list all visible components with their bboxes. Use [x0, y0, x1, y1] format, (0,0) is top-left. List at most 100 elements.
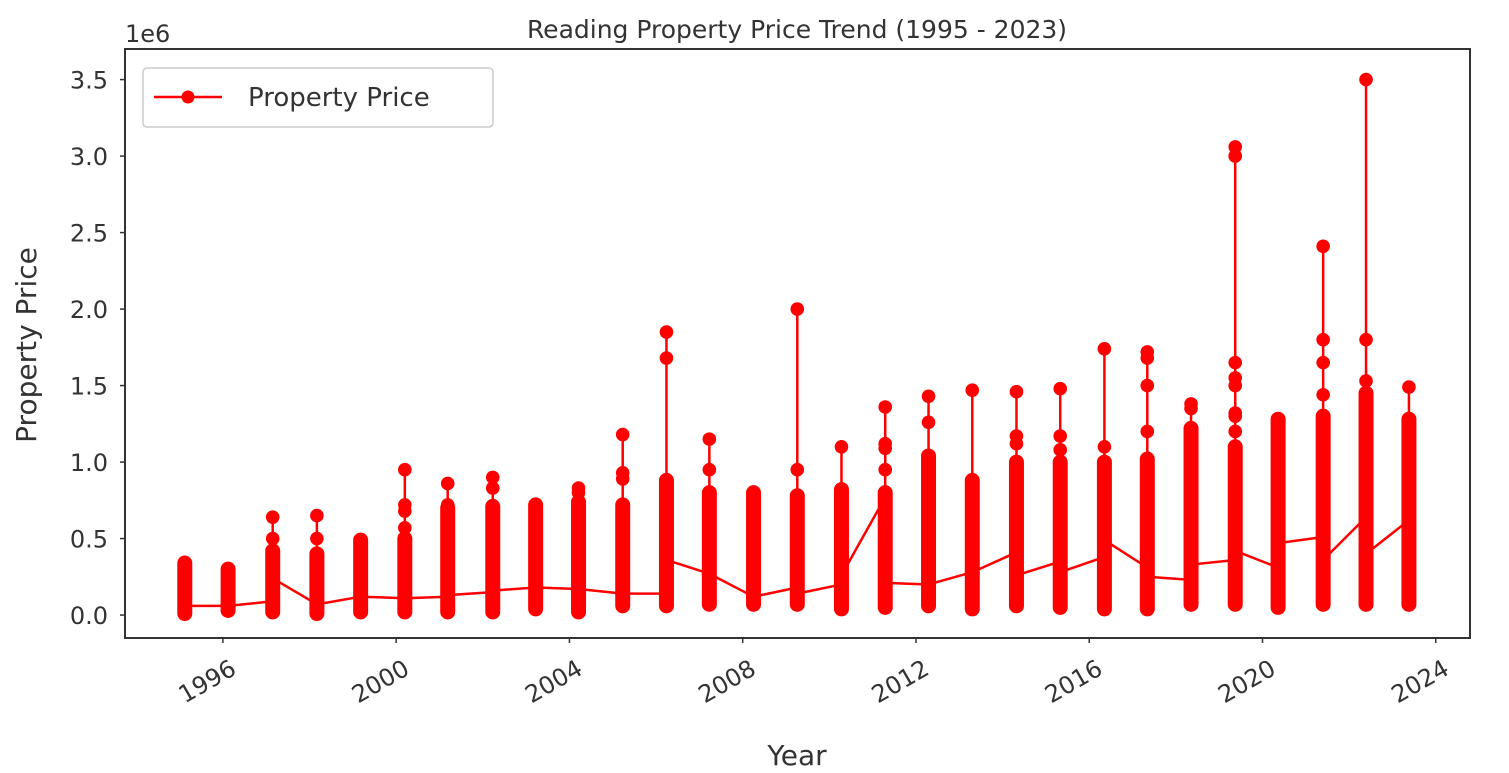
year-cluster [615, 427, 631, 614]
y-axis: 0.0 0.5 1.0 1.5 2.0 2.5 3.0 3.5 [70, 67, 125, 630]
y-axis-label: Property Price [10, 247, 43, 443]
year-cluster [1270, 411, 1286, 615]
cluster-dense-markers [220, 561, 236, 618]
year-cluster [1139, 345, 1155, 617]
data-point [485, 470, 500, 485]
year-cluster [440, 476, 456, 620]
year-cluster [1008, 384, 1024, 614]
data-point [615, 427, 630, 442]
data-point [702, 432, 717, 446]
data-point [440, 498, 455, 512]
data-point [702, 462, 717, 477]
year-cluster [353, 532, 369, 620]
cluster-dense-markers [1008, 454, 1024, 614]
x-tick-label: 2016 [1040, 654, 1107, 709]
data-point [878, 462, 893, 477]
cluster-dense-markers [353, 532, 369, 620]
data-point [440, 476, 455, 491]
cluster-dense-markers [921, 448, 937, 614]
cluster-dense-markers [397, 531, 413, 620]
year-cluster [1315, 239, 1331, 612]
x-tick-label: 1996 [174, 654, 241, 709]
x-tick-label: 2008 [694, 654, 761, 709]
data-point [1097, 342, 1112, 356]
year-cluster [1401, 380, 1417, 612]
data-point [571, 481, 586, 495]
data-point [1140, 424, 1155, 439]
data-point [921, 415, 936, 430]
y-tick-label: 1.5 [70, 373, 108, 401]
data-point [659, 325, 674, 339]
x-tick-label: 2004 [520, 654, 587, 709]
data-point [659, 351, 674, 365]
year-cluster [485, 470, 501, 620]
legend-marker-icon [181, 90, 195, 104]
cluster-dense-markers [658, 472, 674, 614]
cluster-dense-markers [964, 472, 980, 617]
cluster-dense-markers [615, 497, 631, 614]
cluster-dense-markers [440, 500, 456, 620]
y-tick-label: 1.0 [70, 449, 108, 477]
data-point [1359, 332, 1373, 347]
x-axis: 1996 2000 2004 2008 2012 2016 2020 2024 [174, 638, 1454, 709]
year-cluster [309, 508, 325, 622]
data-point [834, 439, 849, 454]
cluster-dense-markers [177, 555, 193, 622]
data-point [398, 498, 412, 512]
data-point [1316, 387, 1330, 402]
year-cluster [746, 485, 762, 612]
plot-area [177, 72, 1417, 622]
data-point [1359, 72, 1373, 87]
data-point [1228, 406, 1243, 420]
data-point [878, 436, 893, 451]
data-point [790, 462, 805, 477]
year-cluster [1183, 397, 1199, 612]
axes-frame [124, 48, 1471, 639]
data-point [1228, 140, 1243, 154]
data-point [265, 510, 280, 524]
year-cluster [528, 497, 544, 617]
year-cluster [789, 302, 805, 612]
cluster-dense-markers [1270, 411, 1286, 615]
data-point [1359, 374, 1373, 388]
year-cluster [1096, 342, 1112, 617]
data-point [1140, 378, 1155, 393]
cluster-dense-markers [1052, 454, 1068, 615]
data-point [398, 462, 412, 477]
data-point [1009, 384, 1024, 399]
cluster-dense-markers [877, 485, 893, 615]
legend: Property Price [142, 67, 494, 128]
cluster-dense-markers [701, 485, 717, 612]
cluster-dense-markers [309, 546, 325, 622]
data-point [310, 508, 324, 523]
x-tick-label: 2000 [347, 654, 414, 709]
data-point [1053, 443, 1068, 457]
year-cluster [220, 561, 236, 618]
data-point [1228, 424, 1243, 439]
x-tick-label: 2020 [1213, 654, 1280, 709]
y-tick-label: 0.0 [70, 602, 108, 630]
cluster-dense-markers [746, 485, 762, 612]
cluster-dense-markers [833, 482, 849, 617]
legend-label: Property Price [248, 83, 430, 113]
cluster-dense-markers [265, 543, 281, 620]
data-point [1316, 355, 1330, 370]
year-cluster [701, 432, 717, 612]
cluster-dense-markers [1358, 385, 1374, 612]
year-cluster [833, 439, 849, 617]
cluster-dense-markers [789, 488, 805, 612]
year-cluster [964, 383, 980, 617]
data-point [1228, 355, 1243, 370]
data-point [485, 481, 500, 495]
year-cluster [921, 389, 937, 614]
data-point [1097, 439, 1112, 454]
cluster-dense-markers [1401, 411, 1417, 612]
data-point [1140, 345, 1155, 359]
data-point [878, 400, 893, 414]
data-point [1009, 429, 1024, 443]
data-point [310, 531, 324, 546]
chart-title: Reading Property Price Trend (1995 - 202… [527, 15, 1067, 44]
year-cluster [177, 555, 193, 622]
x-tick-label: 2012 [867, 654, 934, 709]
